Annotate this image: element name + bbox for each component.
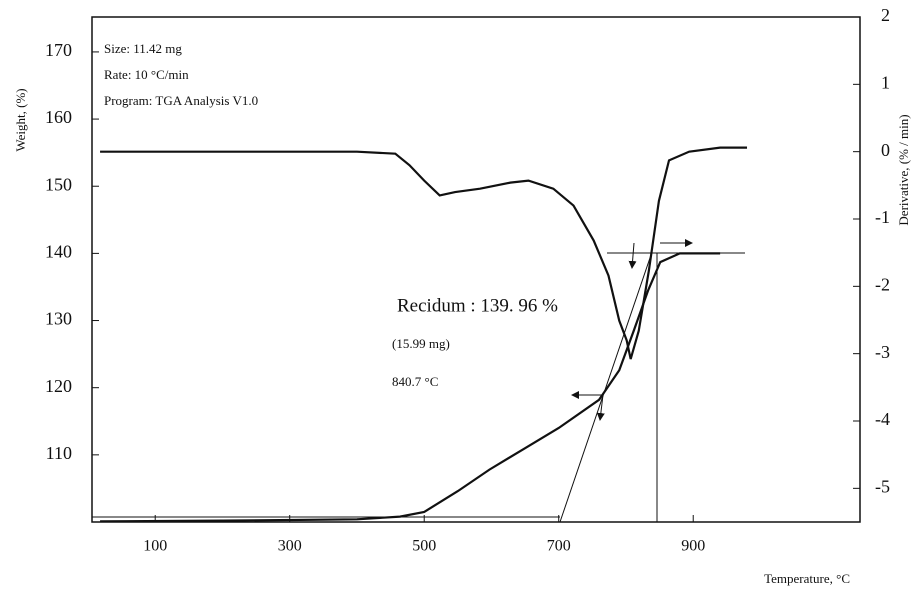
annotation: Rate: 10 °C/min bbox=[104, 67, 189, 82]
y2-tick-label: -3 bbox=[875, 342, 890, 362]
y2-tick-label: -2 bbox=[875, 274, 890, 294]
x-tick-label: 500 bbox=[412, 538, 436, 555]
y-tick-label: 110 bbox=[46, 443, 72, 463]
y2-tick-label: 0 bbox=[881, 140, 890, 160]
construction-lines bbox=[92, 239, 745, 523]
y2-tick-label: -1 bbox=[875, 207, 890, 227]
y-tick-label: 120 bbox=[45, 376, 72, 396]
annotation: 840.7 °C bbox=[392, 374, 438, 389]
y-tick-label: 160 bbox=[45, 107, 72, 127]
y-tick-label: 140 bbox=[45, 242, 72, 262]
y2-tick-label: 2 bbox=[881, 5, 890, 25]
y2-axis-label: Derivative, (% / min) bbox=[896, 114, 911, 225]
y-tick-label: 130 bbox=[45, 309, 72, 329]
y-axis-label: Weight, (%) bbox=[13, 88, 28, 151]
x-tick-label: 700 bbox=[547, 538, 571, 555]
y2-tick-label: -4 bbox=[875, 409, 890, 429]
y2-tick-label: -5 bbox=[875, 476, 890, 496]
annotation: Recidum : 139. 96 % bbox=[397, 295, 558, 316]
annotation: (15.99 mg) bbox=[392, 336, 450, 351]
y-tick-label: 170 bbox=[45, 40, 72, 60]
x-axis-label: Temperature, °C bbox=[764, 571, 850, 586]
annotation: Program: TGA Analysis V1.0 bbox=[104, 93, 258, 108]
annotation: Size: 11.42 mg bbox=[104, 41, 182, 56]
x-tick-label: 100 bbox=[143, 538, 167, 555]
x-tick-label: 300 bbox=[278, 538, 302, 555]
x-tick-label: 900 bbox=[681, 538, 705, 555]
plot-frame bbox=[91, 16, 861, 523]
y2-tick-label: 1 bbox=[881, 72, 890, 92]
y-tick-label: 150 bbox=[45, 174, 72, 194]
data-line bbox=[100, 252, 721, 523]
data-line bbox=[100, 146, 748, 360]
